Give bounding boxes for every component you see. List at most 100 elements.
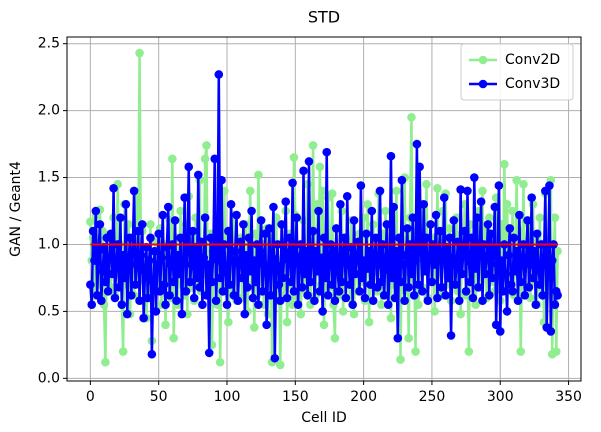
x-tick-label: 300 <box>487 389 514 405</box>
point <box>177 309 187 319</box>
point <box>308 226 318 236</box>
point <box>301 246 311 256</box>
point <box>169 333 179 343</box>
point <box>404 283 414 292</box>
point <box>131 280 140 289</box>
point <box>321 273 330 283</box>
point <box>146 233 155 243</box>
x-tick-label: 200 <box>350 389 377 405</box>
point <box>355 287 364 296</box>
point <box>495 327 505 336</box>
point <box>431 210 441 220</box>
point <box>478 296 487 305</box>
point <box>420 266 430 276</box>
legend-label: Conv3D <box>505 76 560 92</box>
point <box>396 277 405 287</box>
point <box>158 210 168 220</box>
point <box>308 141 318 150</box>
point <box>103 287 113 296</box>
point <box>147 349 157 359</box>
point <box>284 256 293 265</box>
point <box>226 200 236 209</box>
point <box>254 300 263 310</box>
point <box>532 229 542 239</box>
point <box>176 206 185 216</box>
point <box>362 229 371 239</box>
point <box>263 269 273 279</box>
x-tick-label: 0 <box>86 389 95 405</box>
point <box>224 317 233 327</box>
point <box>266 291 276 300</box>
point <box>392 186 401 196</box>
point <box>452 260 461 269</box>
point <box>356 181 366 190</box>
point <box>330 296 340 305</box>
point <box>450 280 460 289</box>
point <box>490 202 500 212</box>
point <box>385 266 394 276</box>
point <box>291 250 300 260</box>
point <box>297 283 307 292</box>
point <box>368 296 378 305</box>
point <box>459 246 468 256</box>
point <box>178 256 188 265</box>
point <box>202 141 211 150</box>
point <box>508 206 517 216</box>
point <box>105 253 114 263</box>
point <box>129 186 139 196</box>
point <box>467 233 476 243</box>
point <box>154 229 163 239</box>
point <box>360 293 370 303</box>
point <box>281 197 291 206</box>
point <box>546 327 556 336</box>
point <box>396 355 405 364</box>
point <box>206 233 215 243</box>
point <box>340 233 349 243</box>
point <box>464 256 474 265</box>
point <box>392 246 401 256</box>
point <box>524 283 534 292</box>
point <box>433 183 442 193</box>
point <box>357 273 367 283</box>
point <box>413 280 423 289</box>
point <box>502 200 512 209</box>
point <box>198 300 207 310</box>
point <box>456 185 465 194</box>
point <box>446 331 456 340</box>
point <box>388 273 397 283</box>
point <box>424 250 434 260</box>
point <box>319 320 329 330</box>
point <box>526 260 535 269</box>
point <box>256 216 266 225</box>
point <box>270 353 280 363</box>
point <box>530 246 539 256</box>
point <box>315 162 325 172</box>
point <box>516 347 526 356</box>
point <box>403 224 412 233</box>
point <box>468 293 478 303</box>
x-axis-label: Cell ID <box>301 410 347 426</box>
point <box>509 233 519 243</box>
point <box>125 233 135 243</box>
point <box>422 179 431 189</box>
point <box>323 291 333 300</box>
point <box>382 220 392 229</box>
point <box>169 277 179 287</box>
point <box>133 226 143 236</box>
point <box>90 256 99 265</box>
point <box>349 216 359 225</box>
point <box>96 296 106 305</box>
point <box>520 291 530 300</box>
point <box>534 264 543 273</box>
point <box>255 246 265 256</box>
point <box>140 266 150 276</box>
point <box>471 264 480 273</box>
point <box>475 246 485 256</box>
point <box>218 287 228 296</box>
point <box>426 220 435 229</box>
point <box>494 181 504 190</box>
point <box>101 357 110 367</box>
point <box>118 250 128 260</box>
point <box>222 300 232 310</box>
point <box>422 233 431 243</box>
